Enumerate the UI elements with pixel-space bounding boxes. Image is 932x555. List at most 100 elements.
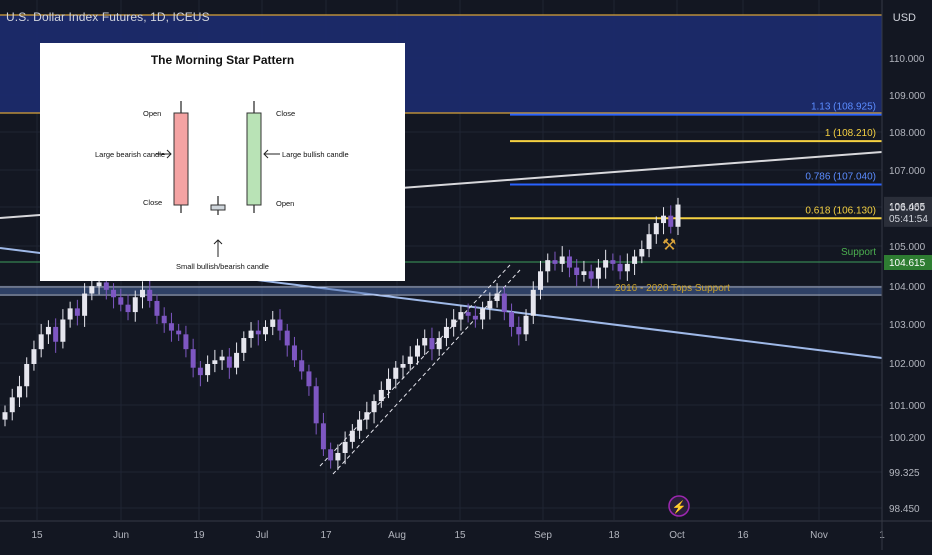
candle-body [566,256,572,268]
candle-body [306,371,312,387]
candle-body [646,234,652,250]
y-tick-label: 98.450 [889,504,920,515]
candle-body [393,367,399,379]
candle-body [284,330,290,346]
y-tick-label: 108.000 [889,128,926,139]
x-tick-label: Jul [256,530,269,541]
candle-body [270,319,276,327]
candle-body [407,356,413,364]
candle-body [516,326,522,335]
candle-body [89,286,95,294]
candle-body [357,419,363,431]
candle-body [291,345,297,361]
candle-body [603,260,609,268]
candle-body [277,319,283,331]
candle-body [414,345,420,357]
candle-body [16,386,22,398]
candle-body [96,282,102,287]
y-tick-label: 102.000 [889,359,926,370]
candle-body [342,441,348,453]
candle-body [429,338,435,350]
inset-close-1: Close [143,198,163,207]
candle-body [472,315,478,320]
candle-body [255,330,261,335]
candle-body [653,223,659,235]
candle-body [219,356,225,361]
candle-body [168,323,174,331]
candle-body [443,326,449,339]
candle-body [103,282,109,290]
candle-body [313,386,319,424]
candle-body [422,338,428,346]
candles [2,197,681,471]
tops-support-label: 2016 - 2020 Tops Support [615,283,730,294]
candle-body [400,363,406,368]
candle-body [480,308,486,320]
candle-body [38,334,44,350]
candle-body [364,412,370,420]
chart-title: U.S. Dollar Index Futures, 1D, ICEUS [6,10,210,24]
flash-glyph: ⚡ [672,500,687,514]
candle-body [538,271,544,290]
candle-body [545,260,551,272]
flash-icon[interactable] [668,495,690,517]
fib-level-label: 0.786 (107.040) [805,172,876,183]
x-tick-label: Jun [113,530,129,541]
trend-lines: 1.13 (108.925) 1 (108.210) 0.786 (107.040)… [0,14,883,475]
candle-body [386,378,392,390]
candle-body [67,308,73,320]
candle-body [190,349,196,368]
x-tick-label: 17 [320,530,332,541]
candle-body [668,215,674,227]
candle-body [197,367,203,376]
x-tick-label: Oct [669,530,685,541]
candle-body [24,363,30,387]
morning-star-inset: The Morning Star Pattern Open Large bear… [40,43,405,281]
y-tick-label: 99.325 [889,468,920,479]
y-tick-label: 110.000 [889,54,925,65]
candle-body [530,289,536,316]
candle-body [610,260,616,264]
inset-large-bearish: Large bearish candle [95,150,166,159]
x-tick-label: Sep [534,530,552,541]
currency-label[interactable]: USD [892,12,916,24]
fib-level-label: 0.618 (106.130) [805,205,876,216]
candle-body [299,360,305,372]
candle-body [559,256,565,264]
candle-body [53,326,59,342]
candle-body [234,352,240,368]
candle-body [183,334,189,350]
y-tick-label: 101.000 [889,401,926,412]
candle-body [581,271,587,276]
candle-body [161,315,167,324]
candle-body [335,452,341,461]
y-tick-label: 104.000 [889,282,926,293]
last-price-label: 106.465 [889,202,926,213]
candle-body [436,338,442,350]
hammer-icon[interactable]: ⚒ [662,237,676,254]
y-tick-label: 107.000 [889,166,926,177]
candle-body [574,267,580,276]
candle-body [132,297,138,313]
y-tick-label: 109.000 [889,91,926,102]
candle-body [139,289,145,298]
inset-open-2: Open [276,199,295,208]
candle-body [147,289,153,301]
fib-level-label: 1.13 (108.925) [811,102,876,113]
candle-body [118,297,124,305]
x-tick-label: 15 [31,530,43,541]
fib-level-label: 1 (108.210) [825,128,876,139]
candle-body [60,319,66,342]
candle-body [639,249,645,257]
inset-open-1: Open [143,109,162,118]
candle-body [2,412,8,420]
candle-body [632,256,638,264]
support-label: Support [841,247,876,258]
candle-body [378,389,384,402]
x-tick-label: 16 [737,530,749,541]
candle-body [205,363,211,376]
candle-body [226,356,232,368]
